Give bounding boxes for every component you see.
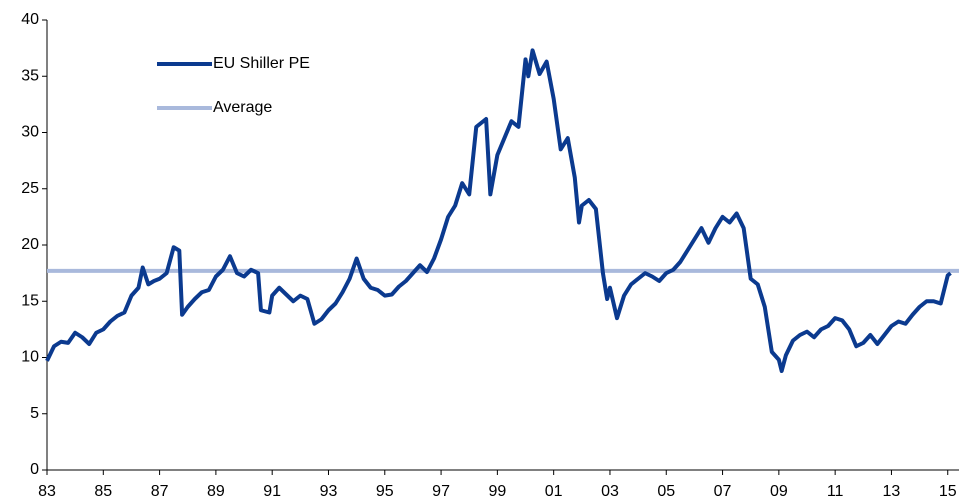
x-tick-label: 95 (376, 483, 394, 500)
x-tick-label: 01 (545, 483, 563, 500)
x-tick-label: 89 (207, 483, 225, 500)
legend-label: Average (213, 99, 272, 116)
y-tick-label: 0 (30, 461, 39, 478)
y-tick-label: 20 (21, 236, 39, 253)
legend-label: EU Shiller PE (213, 55, 310, 72)
y-tick-label: 40 (21, 11, 39, 28)
x-tick-label: 85 (94, 483, 112, 500)
y-tick-label: 10 (21, 349, 39, 366)
x-tick-label: 15 (939, 483, 957, 500)
data-line (45, 48, 952, 373)
y-tick-label: 5 (30, 405, 39, 422)
x-tick-label: 97 (432, 483, 450, 500)
y-tick-label: 35 (21, 67, 39, 84)
y-tick-label: 15 (21, 292, 39, 309)
x-tick-label: 09 (770, 483, 788, 500)
x-tick-label: 07 (714, 483, 732, 500)
x-tick-label: 05 (657, 483, 675, 500)
x-tick-label: 13 (883, 483, 901, 500)
x-tick-label: 87 (151, 483, 169, 500)
y-tick-label: 30 (21, 124, 39, 141)
x-tick-label: 11 (827, 483, 844, 500)
x-tick-label: 03 (601, 483, 619, 500)
x-tick-label: 93 (320, 483, 338, 500)
y-tick-label: 25 (21, 180, 39, 197)
x-tick-label: 99 (488, 483, 506, 500)
x-tick-label: 83 (38, 483, 56, 500)
x-tick-label: 91 (263, 483, 281, 500)
